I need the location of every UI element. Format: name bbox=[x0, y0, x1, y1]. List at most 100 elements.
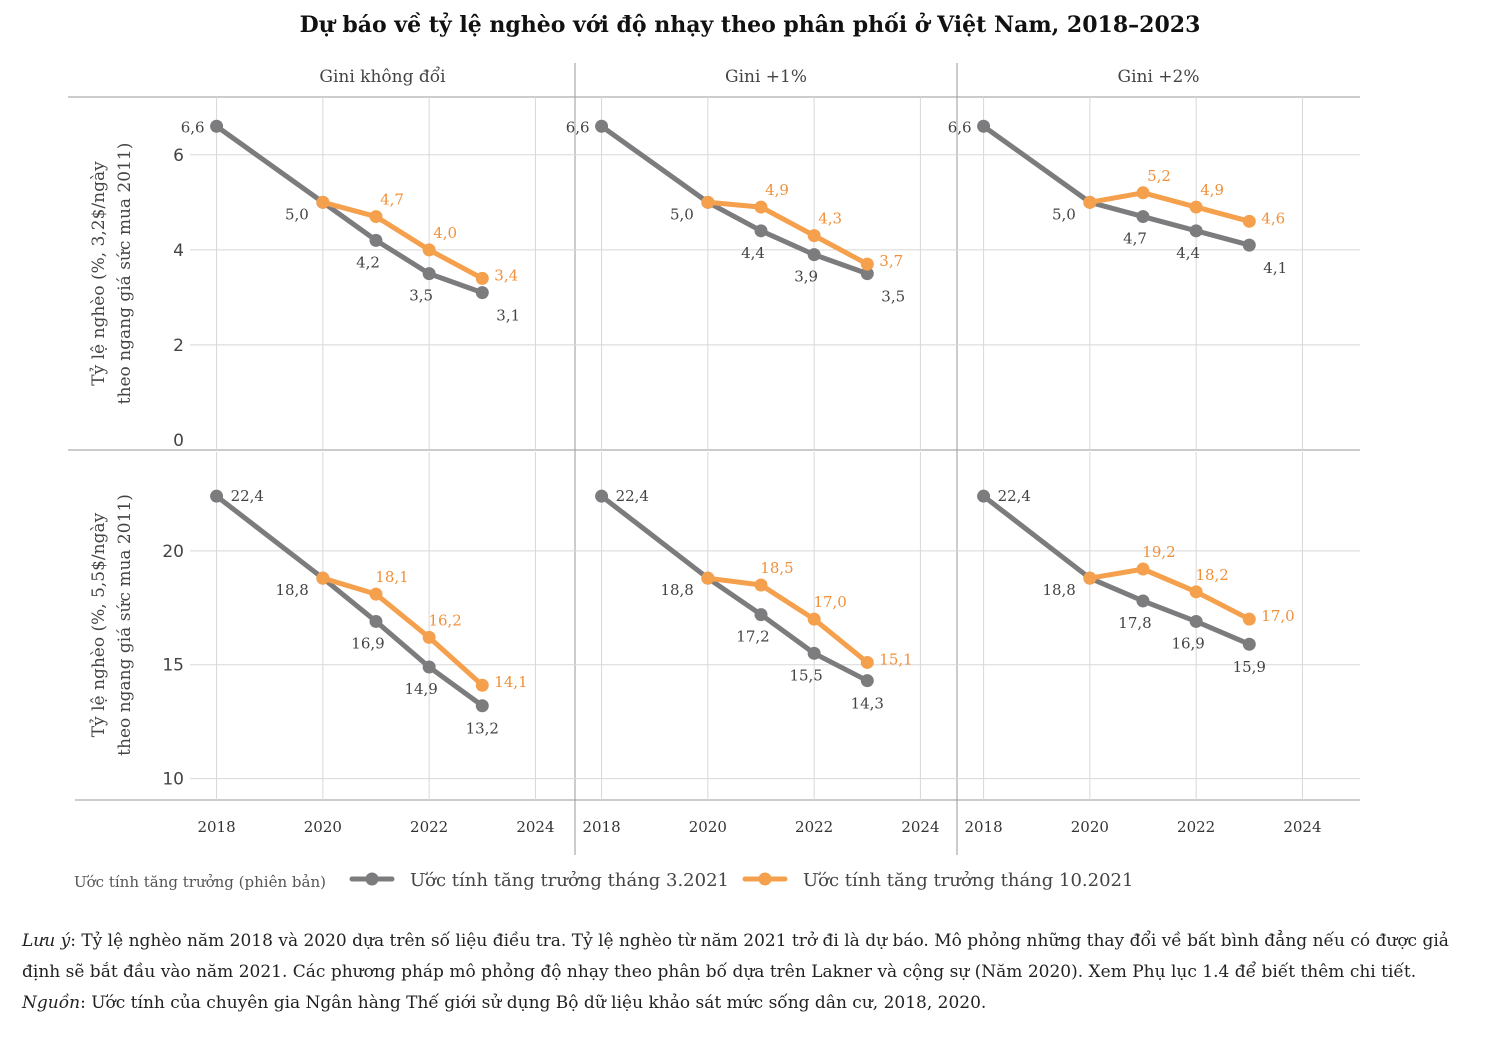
data-point-march bbox=[807, 248, 821, 262]
series-line-october bbox=[1087, 190, 1252, 224]
data-label-october: 5,2 bbox=[1147, 167, 1171, 185]
x-tick-label: 2020 bbox=[689, 818, 727, 836]
series-line-october bbox=[1087, 566, 1252, 622]
data-point-october bbox=[1083, 195, 1097, 209]
data-point-march bbox=[422, 267, 436, 281]
y-tick-label: 0 bbox=[173, 431, 184, 451]
data-point-october bbox=[701, 571, 715, 585]
data-point-october bbox=[422, 630, 436, 644]
data-point-march bbox=[754, 608, 768, 622]
data-point-october bbox=[807, 612, 821, 626]
data-label-october: 19,2 bbox=[1142, 543, 1175, 561]
data-point-march bbox=[860, 267, 874, 281]
data-point-october bbox=[422, 243, 436, 257]
data-label-march: 3,1 bbox=[496, 307, 520, 325]
data-point-march bbox=[422, 660, 436, 674]
data-point-march bbox=[210, 489, 224, 503]
data-label-march: 14,3 bbox=[851, 695, 884, 713]
data-point-october bbox=[754, 200, 768, 214]
y-axis-label: theo ngang giá sức mua 2011) bbox=[115, 143, 135, 405]
data-point-october bbox=[1136, 562, 1150, 576]
data-point-october bbox=[1189, 585, 1203, 599]
x-tick-label: 2024 bbox=[1283, 818, 1321, 836]
legend-item: Ước tính tăng trưởng tháng 10.2021 bbox=[742, 870, 1133, 891]
data-point-march bbox=[1136, 594, 1150, 608]
x-tick-label: 2020 bbox=[1071, 818, 1109, 836]
note-label: Lưu ý bbox=[22, 931, 71, 951]
data-label-march: 4,4 bbox=[741, 244, 765, 262]
data-point-march bbox=[595, 489, 609, 503]
data-label-march: 6,6 bbox=[948, 118, 972, 136]
data-label-march: 3,9 bbox=[794, 268, 818, 286]
data-point-march bbox=[475, 286, 489, 300]
data-label-march: 22,4 bbox=[616, 487, 649, 505]
x-tick-label: 2018 bbox=[582, 818, 620, 836]
series-line-march bbox=[599, 493, 870, 684]
panel-1-1: 22,4 18,8 17,2 15,5 14,3 18,5 17,0 15,1 bbox=[575, 452, 957, 800]
data-label-march: 15,9 bbox=[1233, 658, 1266, 676]
x-tick-label: 2018 bbox=[964, 818, 1002, 836]
series-line-october bbox=[705, 575, 870, 665]
data-label-march: 4,7 bbox=[1123, 230, 1147, 248]
source-paragraph: Nguồn: Ước tính của chuyên gia Ngân hàng… bbox=[22, 988, 1482, 1019]
x-tick-label: 2024 bbox=[901, 818, 939, 836]
data-point-october bbox=[1189, 200, 1203, 214]
series-line-march bbox=[599, 123, 870, 277]
data-point-march bbox=[1189, 614, 1203, 628]
series-line-october bbox=[320, 199, 485, 281]
series-line-october bbox=[705, 199, 870, 267]
data-point-march bbox=[369, 233, 383, 247]
data-label-march: 5,0 bbox=[285, 205, 309, 223]
data-label-october: 18,5 bbox=[760, 559, 793, 577]
y-axis-label: theo ngang giá sức mua 2011) bbox=[115, 494, 135, 756]
data-label-october: 18,1 bbox=[375, 568, 408, 586]
source-text: : Ước tính của chuyên gia Ngân hàng Thế … bbox=[80, 993, 987, 1013]
data-point-october bbox=[701, 195, 715, 209]
data-label-october: 4,9 bbox=[1200, 181, 1224, 199]
panel-0-2: 6,6 5,0 4,7 4,4 4,1 5,2 4,9 4,6 bbox=[948, 97, 1360, 450]
data-point-october bbox=[860, 257, 874, 271]
data-point-october bbox=[475, 678, 489, 692]
data-point-march bbox=[1136, 210, 1150, 224]
series-line-october bbox=[320, 575, 485, 688]
legend-swatch-point bbox=[758, 872, 772, 886]
column-title: Gini không đổi bbox=[319, 67, 446, 87]
data-label-march: 18,8 bbox=[275, 581, 308, 599]
data-label-october: 15,1 bbox=[879, 650, 912, 668]
data-point-october bbox=[369, 587, 383, 601]
data-point-march bbox=[1189, 224, 1203, 238]
data-label-october: 4,6 bbox=[1261, 209, 1285, 227]
data-label-march: 4,1 bbox=[1263, 259, 1287, 277]
data-point-march bbox=[369, 614, 383, 628]
note-paragraph: Lưu ý: Tỷ lệ nghèo năm 2018 và 2020 dựa … bbox=[22, 926, 1482, 988]
data-point-october bbox=[316, 571, 330, 585]
data-label-march: 5,0 bbox=[670, 205, 694, 223]
x-tick-label: 2022 bbox=[1177, 818, 1215, 836]
data-point-march bbox=[475, 699, 489, 713]
data-label-march: 15,5 bbox=[789, 666, 822, 684]
data-point-march bbox=[754, 224, 768, 238]
data-label-march: 17,2 bbox=[736, 628, 769, 646]
y-axis-label: Tỷ lệ nghèo (%, 5,5$/ngày bbox=[89, 512, 109, 737]
data-point-march bbox=[977, 119, 991, 133]
data-label-october: 18,2 bbox=[1195, 566, 1228, 584]
legend-label: Ước tính tăng trưởng tháng 10.2021 bbox=[803, 870, 1133, 891]
data-label-october: 17,0 bbox=[1261, 607, 1294, 625]
data-label-march: 4,2 bbox=[356, 253, 380, 271]
data-label-october: 3,7 bbox=[879, 252, 903, 270]
data-label-march: 14,9 bbox=[404, 680, 437, 698]
data-label-october: 4,7 bbox=[380, 191, 404, 209]
panel-0-1: 6,6 5,0 4,4 3,9 3,5 4,9 4,3 3,7 bbox=[566, 97, 957, 450]
x-tick-label: 2022 bbox=[795, 818, 833, 836]
chart-title: Dự báo về tỷ lệ nghèo với độ nhạy theo p… bbox=[299, 12, 1201, 38]
data-label-october: 16,2 bbox=[428, 611, 461, 629]
y-tick-label: 2 bbox=[173, 336, 184, 356]
footnote: Lưu ý: Tỷ lệ nghèo năm 2018 và 2020 dựa … bbox=[22, 926, 1482, 1019]
data-point-march bbox=[807, 646, 821, 660]
data-label-march: 3,5 bbox=[881, 288, 905, 306]
data-label-october: 17,0 bbox=[813, 593, 846, 611]
x-tick-label: 2018 bbox=[197, 818, 235, 836]
data-point-march bbox=[210, 119, 224, 133]
y-tick-label: 4 bbox=[173, 241, 184, 261]
x-tick-label: 2020 bbox=[304, 818, 342, 836]
